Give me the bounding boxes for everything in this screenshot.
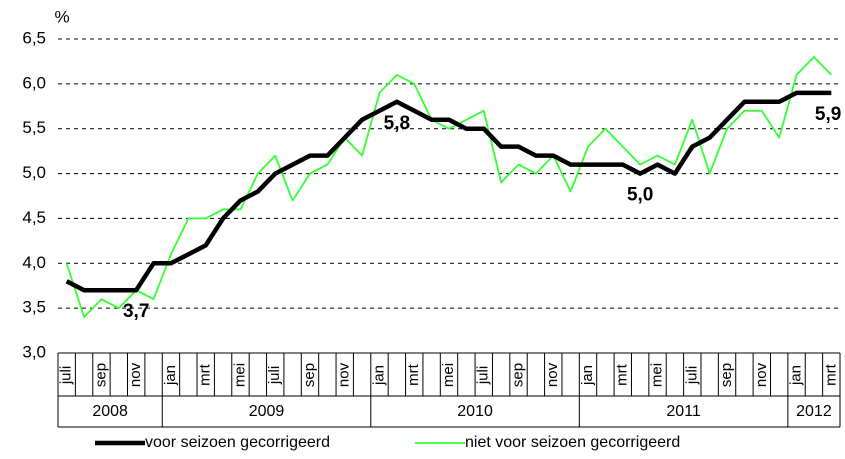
- legend-label: voor seizoen gecorrigeerd: [145, 434, 330, 451]
- year-label: 2008: [92, 403, 128, 420]
- data-label: 5,0: [627, 185, 653, 206]
- x-tick-label: juli: [475, 366, 492, 385]
- x-tick-label: mrt: [614, 363, 631, 385]
- y-tick-label: 5,0: [22, 163, 46, 182]
- y-tick-label: 4,5: [22, 208, 46, 227]
- y-tick-label: 5,5: [22, 118, 46, 137]
- x-tick-label: jan: [370, 365, 387, 386]
- x-tick-label: nov: [336, 362, 353, 387]
- x-tick-label: sep: [509, 363, 526, 387]
- y-tick-label: 3,0: [22, 342, 46, 361]
- x-tick-label: mei: [231, 363, 248, 387]
- y-tick-label: 6,5: [22, 28, 46, 47]
- year-label: 2011: [666, 403, 701, 420]
- x-tick-label: mei: [440, 363, 457, 387]
- x-tick-label: mrt: [822, 363, 839, 385]
- x-tick-label: juli: [58, 366, 75, 385]
- x-tick-label: sep: [301, 363, 318, 387]
- y-axis-label: %: [54, 7, 69, 26]
- year-label: 2010: [457, 403, 493, 420]
- x-tick-label: juli: [266, 366, 283, 385]
- y-tick-label: 6,0: [22, 73, 46, 92]
- y-tick-label: 3,5: [22, 298, 46, 317]
- x-tick-label: jan: [162, 365, 179, 386]
- x-tick-label: juli: [683, 366, 700, 385]
- x-tick-label: sep: [92, 363, 109, 387]
- legend-label: niet voor seizoen gecorrigeerd: [465, 434, 680, 451]
- x-tick-label: nov: [127, 362, 144, 387]
- x-tick-label: nov: [544, 362, 561, 387]
- x-tick-label: mei: [649, 363, 666, 387]
- x-tick-label: mrt: [405, 363, 422, 385]
- x-tick-label: jan: [788, 365, 805, 386]
- series-line: [65, 56, 832, 319]
- year-label: 2012: [796, 403, 832, 420]
- series-line: [65, 90, 832, 293]
- x-tick-label: mrt: [197, 363, 214, 385]
- x-tick-label: nov: [753, 362, 770, 387]
- x-tick-label: sep: [718, 363, 735, 387]
- data-label: 5,8: [384, 113, 410, 134]
- x-tick-label: jan: [579, 365, 596, 386]
- y-tick-label: 4,0: [22, 253, 46, 272]
- data-label: 3,7: [123, 301, 149, 322]
- year-label: 2009: [249, 403, 285, 420]
- data-label: 5,9: [815, 104, 841, 125]
